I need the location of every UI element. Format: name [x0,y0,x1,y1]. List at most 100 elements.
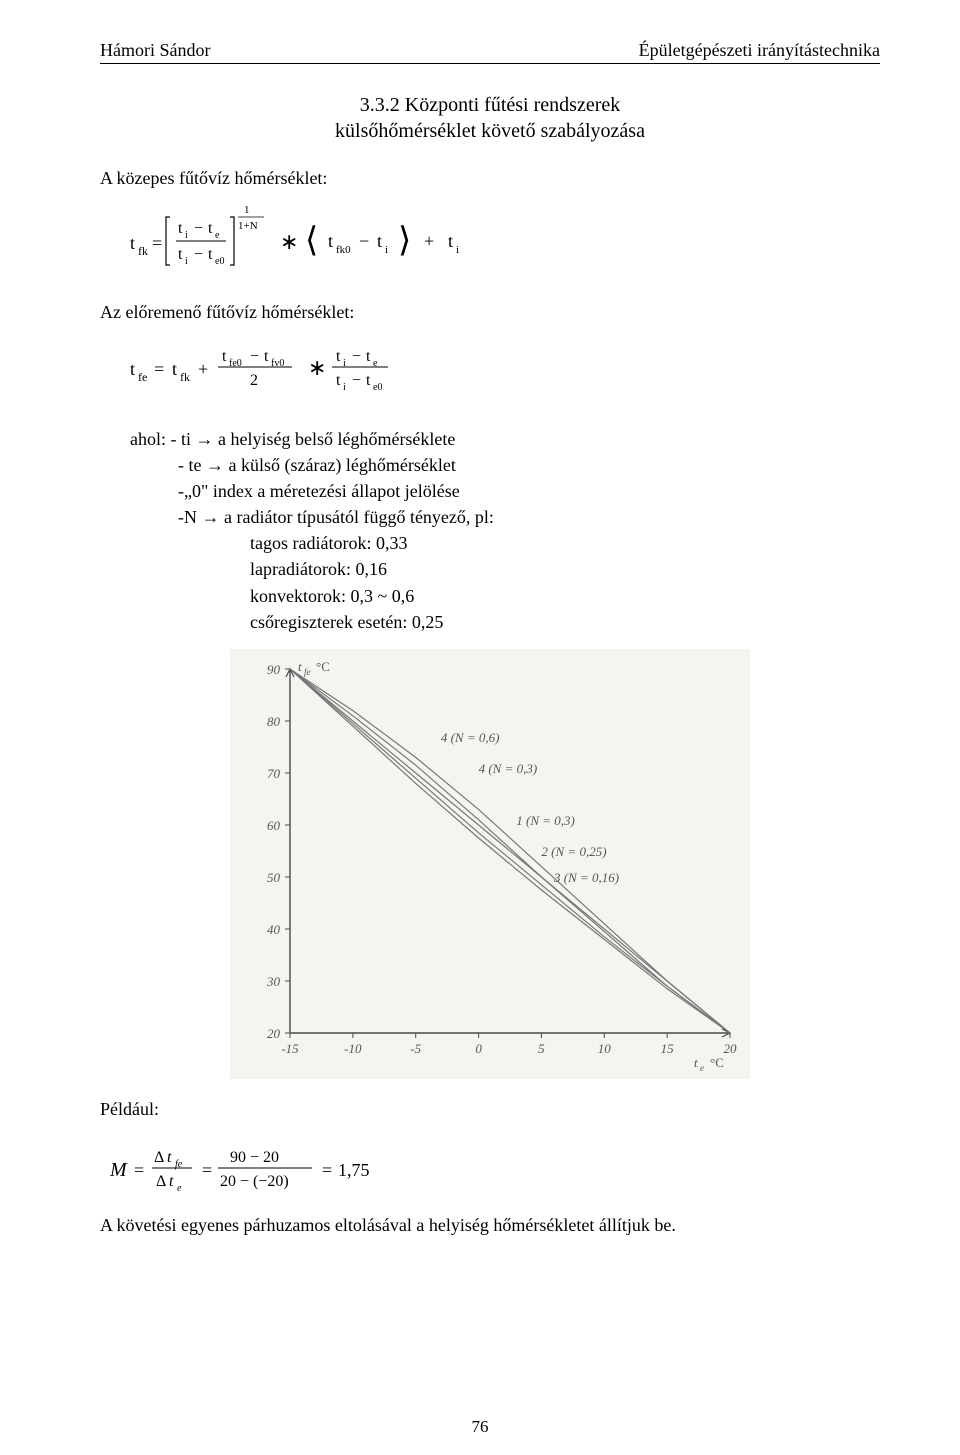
svg-text:30: 30 [266,974,281,989]
page-header: Hámori Sándor Épületgépészeti irányítást… [100,40,880,64]
svg-text:0: 0 [475,1041,482,1056]
intro-eloremeno: Az előremenő fűtővíz hőmérséklet: [100,302,880,323]
svg-text:t: t [328,231,333,251]
svg-text:⟨: ⟨ [305,222,318,259]
svg-text:fk: fk [138,244,148,258]
svg-text:i: i [343,382,346,393]
svg-text:80: 80 [267,714,281,729]
svg-text:-10: -10 [344,1041,362,1056]
svg-text:3 (N = 0,16): 3 (N = 0,16) [553,870,619,885]
svg-text:20 − (−20): 20 − (−20) [220,1173,289,1190]
svg-text:fe: fe [304,667,311,677]
svg-text:90 − 20: 90 − 20 [230,1149,279,1166]
svg-text:fe: fe [138,370,147,384]
svg-text:e0: e0 [373,382,382,393]
section-title-line1: 3.3.2 Központi fűtési rendszerek [100,92,880,118]
header-right: Épületgépészeti irányítástechnika [639,40,880,61]
svg-text:50: 50 [267,870,281,885]
svg-text:t: t [264,348,269,365]
svg-text:t: t [336,348,341,365]
svg-text:e0: e0 [215,256,224,267]
section-title: 3.3.2 Központi fűtési rendszerek külsőhő… [100,92,880,144]
svg-text:t: t [208,246,213,263]
svg-text:−: − [359,231,369,251]
svg-text:1 (N = 0,3): 1 (N = 0,3) [516,813,575,828]
svg-text:70: 70 [267,766,281,781]
svg-text:t: t [694,1055,698,1070]
svg-text:t: t [130,359,135,379]
svg-text:t: t [366,372,371,389]
svg-text:°C: °C [316,659,330,674]
svg-text:-15: -15 [281,1041,299,1056]
def-n-sub3: konvektorok: 0,3 ~ 0,6 [250,583,880,609]
svg-text:=: = [202,1160,212,1180]
svg-text:10: 10 [598,1041,612,1056]
example-followup: A követési egyenes párhuzamos eltolásáva… [100,1215,880,1236]
svg-text:−: − [352,372,361,389]
svg-text:°C: °C [710,1055,724,1070]
svg-text:e: e [215,230,220,241]
page-number: 76 [0,1417,960,1437]
def-n: -N → a radiátor típusától függő tényező,… [178,504,880,530]
def-zero: -„0" index a méretezési állapot jelölése [178,478,880,504]
svg-text:Δ: Δ [156,1173,166,1190]
def-n-sub4: csőregiszterek esetén: 0,25 [250,609,880,635]
svg-text:fk0: fk0 [336,244,351,256]
svg-text:t: t [178,220,183,237]
svg-text:i: i [185,256,188,267]
svg-text:90: 90 [267,662,281,677]
svg-text:4 (N = 0,3): 4 (N = 0,3) [479,761,538,776]
svg-text:t: t [130,233,135,253]
svg-text:t: t [366,348,371,365]
svg-text:15: 15 [661,1041,675,1056]
formula-tfe: t fe = t fk + tfe0 − tfv0 2 ∗ ti − te ti… [130,333,880,408]
svg-text:5: 5 [538,1041,545,1056]
definitions: ahol: - ti → a helyiség belső léghőmérsé… [130,426,880,635]
intro-kozepes: A közepes fűtővíz hőmérséklet: [100,168,880,189]
svg-text:i: i [385,244,388,256]
svg-text:−: − [194,220,203,237]
svg-text:t: t [172,359,177,379]
svg-text:⟩: ⟩ [398,222,411,259]
svg-text:t: t [208,220,213,237]
svg-text:+: + [198,359,208,379]
svg-text:t: t [222,348,227,365]
svg-text:−: − [250,348,259,365]
svg-text:i: i [185,230,188,241]
svg-text:4 (N = 0,6): 4 (N = 0,6) [441,730,500,745]
svg-text:=: = [134,1160,144,1180]
svg-text:∗: ∗ [308,355,326,380]
def-n-sub1: tagos radiátorok: 0,33 [250,530,880,556]
svg-text:20: 20 [267,1026,281,1041]
svg-text:=: = [152,233,162,253]
header-left: Hámori Sándor [100,40,210,61]
formula-tfk: t fk = ti − te ti − te0 1 1+N ∗ ⟨ tfk0 − [130,199,880,284]
svg-text:1+N: 1+N [238,220,258,232]
svg-text:2 (N = 0,25): 2 (N = 0,25) [541,844,606,859]
svg-text:+: + [424,231,434,251]
svg-text:t: t [336,372,341,389]
svg-text:1,75: 1,75 [338,1160,370,1180]
svg-text:fk: fk [180,370,190,384]
svg-text:∗: ∗ [280,229,298,254]
svg-text:1: 1 [244,204,250,216]
section-title-line2: külsőhőmérséklet követő szabályozása [100,118,880,144]
def-te: - te → a külső (száraz) léghőmérséklet [178,452,880,478]
svg-text:Δ: Δ [154,1149,164,1166]
svg-text:2: 2 [250,372,258,389]
svg-text:=: = [322,1160,332,1180]
svg-text:=: = [154,359,164,379]
svg-text:60: 60 [267,818,281,833]
def-n-sub2: lapradiátorok: 0,16 [250,556,880,582]
svg-text:−: − [352,348,361,365]
svg-text:t: t [169,1173,174,1190]
svg-text:40: 40 [267,922,281,937]
svg-text:20: 20 [724,1041,738,1056]
svg-text:t: t [448,231,453,251]
def-ti: ahol: - ti → a helyiség belső léghőmérsé… [130,426,880,452]
svg-text:M: M [110,1159,128,1181]
svg-text:-5: -5 [410,1041,421,1056]
svg-text:t: t [298,659,302,674]
svg-text:e: e [700,1063,704,1073]
svg-text:i: i [456,244,459,256]
